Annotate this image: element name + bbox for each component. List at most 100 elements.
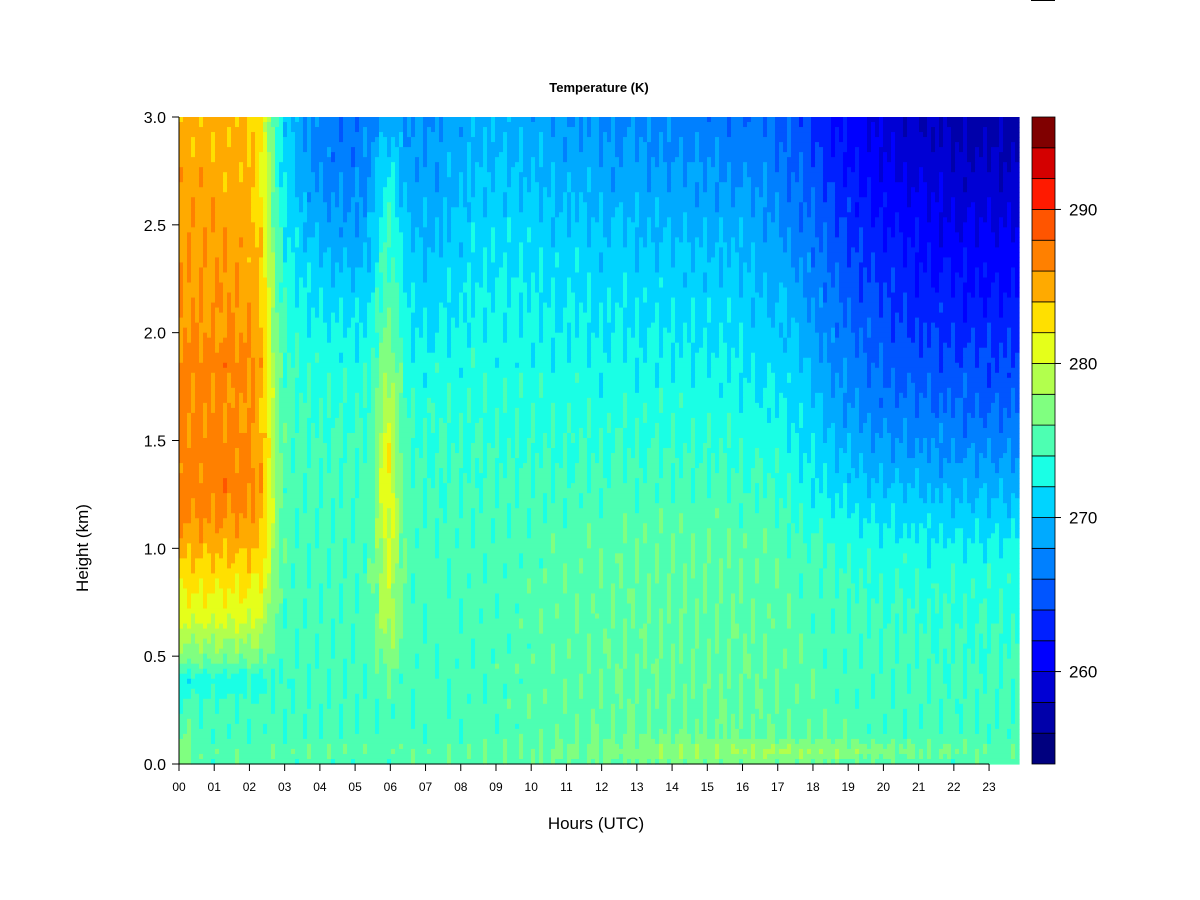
heatmap-cell (251, 212, 264, 218)
heatmap-cell (719, 222, 724, 228)
heatmap-cell (707, 302, 712, 309)
heatmap-cell (367, 227, 380, 233)
heatmap-cell (823, 157, 844, 163)
heatmap-cell (975, 287, 980, 294)
heatmap-cell (519, 197, 524, 203)
heatmap-cell (183, 287, 200, 294)
heatmap-cell (439, 177, 460, 183)
heatmap-cell (507, 267, 520, 274)
heatmap-cell (715, 147, 720, 153)
heatmap-cell (647, 357, 672, 364)
heatmap-cell (215, 227, 224, 233)
heatmap-cell (823, 232, 828, 238)
heatmap-cell (919, 332, 924, 339)
heatmap-cell (587, 322, 600, 329)
heatmap-cell (199, 167, 204, 173)
heatmap-cell (179, 277, 184, 284)
heatmap-cell (399, 322, 412, 329)
heatmap-cell (383, 197, 396, 203)
heatmap-cell (371, 367, 380, 374)
heatmap-cell (867, 322, 872, 329)
heatmap-cell (263, 132, 268, 138)
heatmap-cell (399, 222, 412, 228)
heatmap-cell (543, 197, 556, 203)
heatmap-cell (695, 377, 728, 384)
heatmap-cell (1011, 352, 1016, 359)
heatmap-cell (943, 362, 960, 369)
heatmap-cell (371, 162, 376, 168)
heatmap-cell (423, 137, 428, 143)
heatmap-cell (331, 387, 344, 394)
heatmap-cell (1007, 212, 1012, 218)
heatmap-cell (575, 372, 580, 379)
heatmap-cell (735, 242, 740, 249)
heatmap-cell (915, 287, 920, 294)
heatmap-cell (355, 337, 360, 344)
heatmap-cell (579, 122, 584, 128)
heatmap-cell (671, 187, 696, 193)
heatmap-cell (347, 367, 364, 374)
heatmap-cell (779, 332, 784, 339)
heatmap-cell (271, 372, 276, 379)
heatmap-cell (967, 137, 984, 143)
heatmap-cell (635, 297, 640, 304)
heatmap-cell (803, 207, 808, 213)
heatmap-cell (699, 137, 716, 143)
heatmap-cell (255, 142, 264, 148)
heatmap-cell (707, 172, 720, 178)
heatmap-cell (359, 177, 368, 183)
heatmap-cell (815, 197, 824, 203)
heatmap-cell (379, 292, 384, 299)
heatmap-cell (683, 172, 688, 178)
heatmap-cell (435, 162, 440, 168)
heatmap-cell (359, 357, 372, 364)
heatmap-cell (403, 252, 424, 259)
heatmap-cell (671, 367, 676, 374)
heatmap-cell (839, 267, 860, 274)
heatmap-cell (231, 372, 248, 379)
heatmap-cell (583, 127, 588, 133)
heatmap-cell (451, 232, 472, 238)
heatmap-cell (539, 252, 544, 259)
heatmap-cell (363, 387, 368, 394)
heatmap-cell (543, 327, 556, 334)
heatmap-cell (551, 357, 556, 364)
heatmap-cell (683, 147, 696, 153)
heatmap-cell (395, 142, 400, 148)
heatmap-cell (751, 312, 756, 319)
heatmap-cell (247, 122, 264, 128)
heatmap-cell (951, 162, 956, 168)
heatmap-cell (383, 242, 392, 249)
heatmap-cell (503, 202, 508, 208)
heatmap-cell (651, 187, 668, 193)
heatmap-cell (727, 262, 732, 269)
heatmap-cell (435, 172, 440, 178)
heatmap-cell (847, 367, 868, 374)
heatmap-cell (275, 297, 280, 304)
heatmap-cell (523, 302, 528, 309)
heatmap-cell (375, 267, 380, 274)
heatmap-cell (835, 182, 844, 188)
heatmap-cell (423, 162, 428, 168)
heatmap-cell (551, 277, 556, 284)
heatmap-cell (423, 317, 428, 324)
heatmap-cell (267, 262, 276, 269)
heatmap-cell (411, 132, 416, 138)
heatmap-cell (307, 247, 320, 254)
heatmap-cell (323, 297, 340, 304)
heatmap-cell (683, 237, 688, 243)
heatmap-cell (247, 372, 252, 379)
heatmap-cell (883, 217, 896, 223)
heatmap-cell (571, 222, 588, 228)
heatmap-cell (355, 167, 360, 173)
heatmap-cell (571, 212, 576, 218)
heatmap-cell (395, 272, 404, 279)
heatmap-cell (339, 302, 344, 309)
heatmap-cell (1003, 117, 1020, 123)
heatmap-cell (531, 297, 540, 304)
heatmap-cell (475, 297, 492, 304)
heatmap-cell (319, 307, 324, 314)
heatmap-cell (503, 322, 508, 329)
heatmap-cell (835, 212, 856, 218)
heatmap-cell (267, 357, 272, 364)
